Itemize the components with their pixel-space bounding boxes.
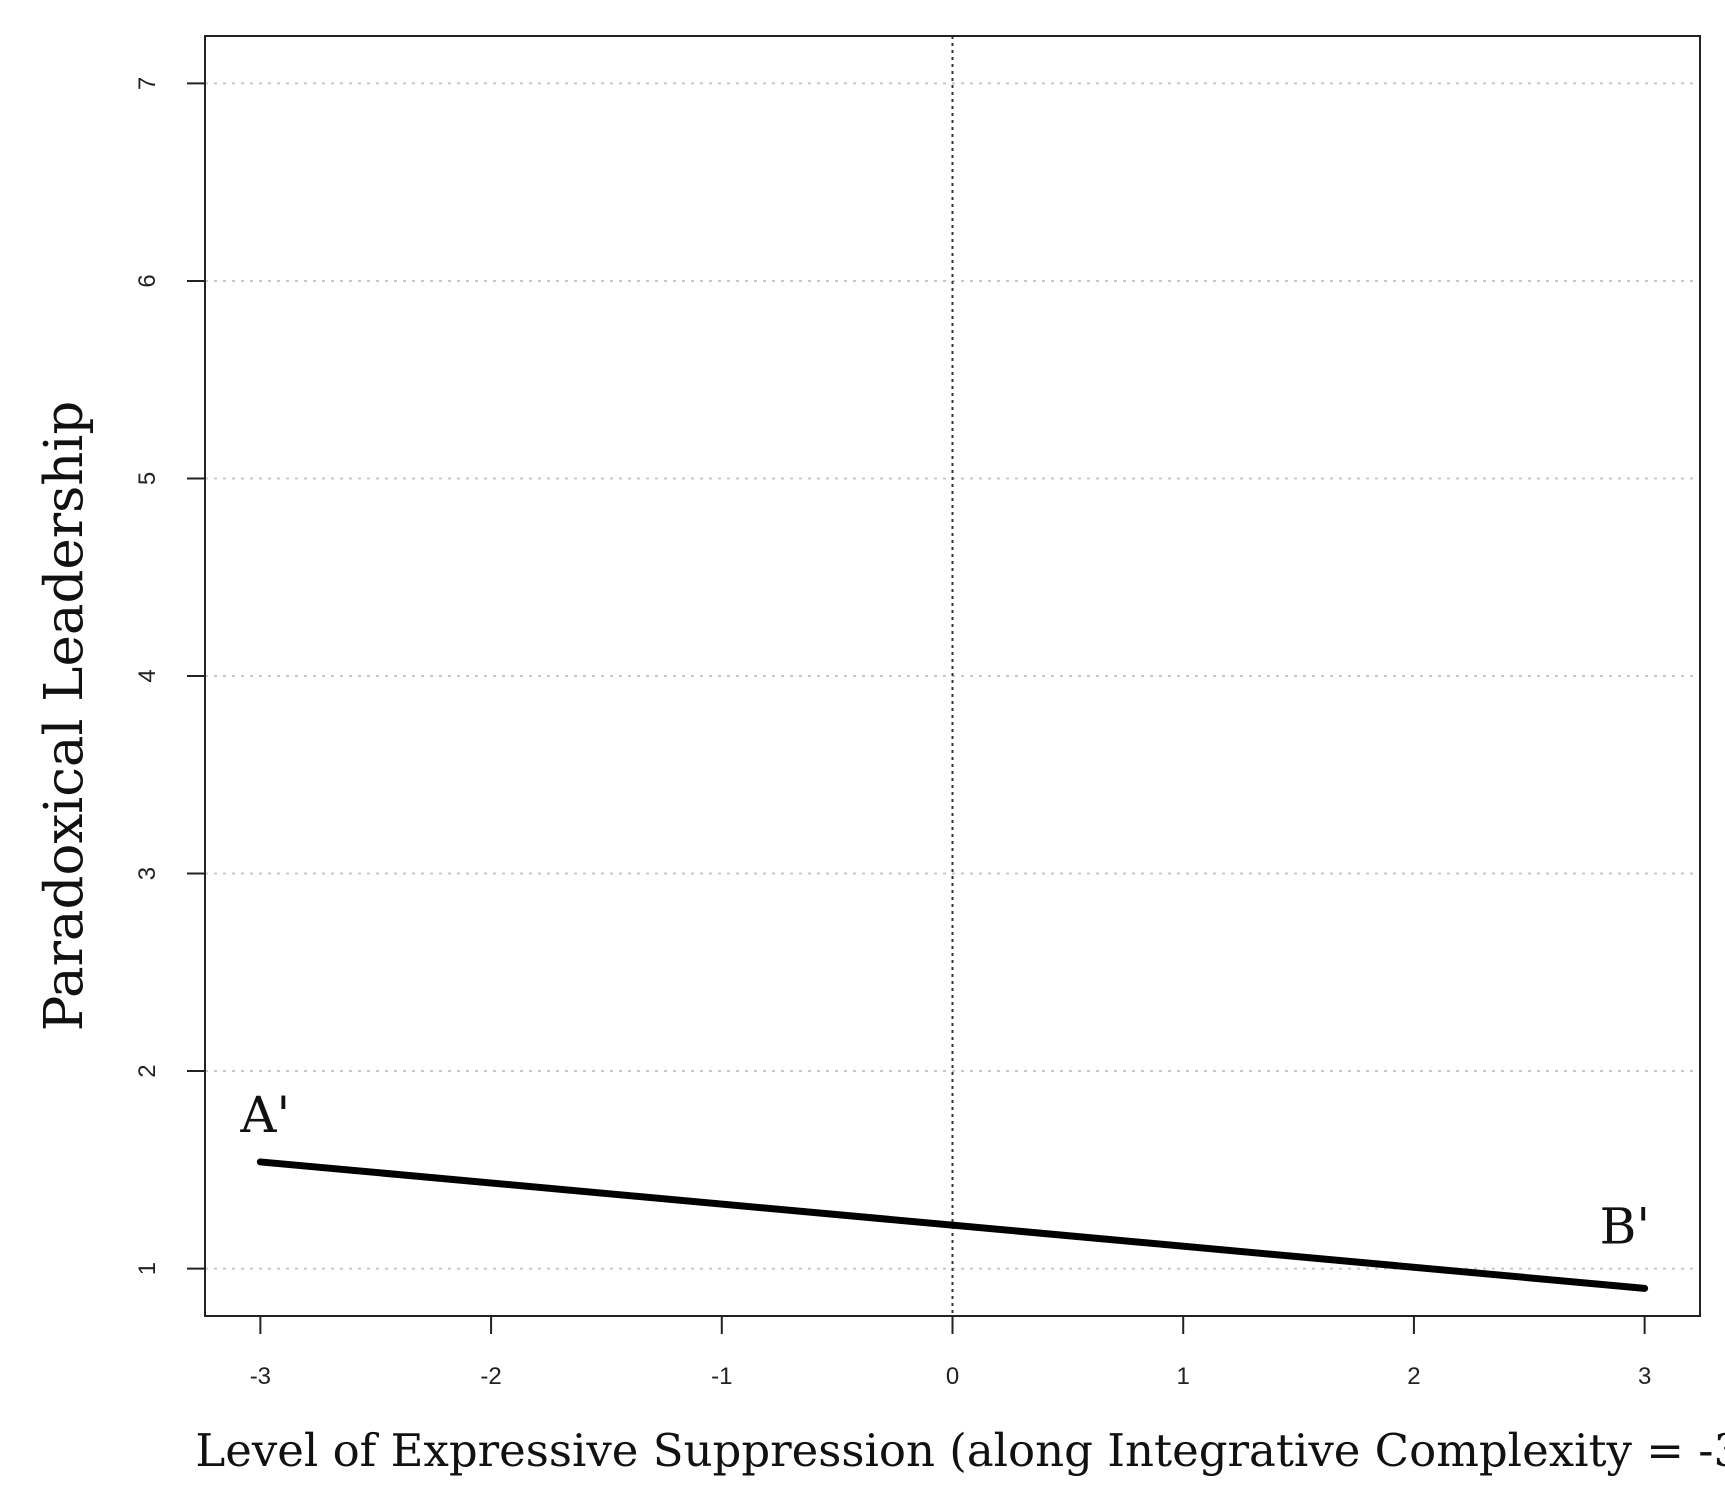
label-b-prime: B' <box>1600 1197 1651 1255</box>
point-labels: A' B' <box>239 1086 1650 1255</box>
series-layer <box>256 1158 1649 1292</box>
label-a-prime: A' <box>239 1086 290 1144</box>
y-tick-label: 4 <box>134 669 161 682</box>
x-tick-label: -1 <box>711 1363 732 1390</box>
y-tick-label: 2 <box>134 1064 161 1077</box>
x-tick-label: 2 <box>1407 1363 1420 1390</box>
x-axis-title: Level of Expressive Suppression (along I… <box>195 1424 1725 1477</box>
y-tick-label: 5 <box>134 472 161 485</box>
y-tick-label: 7 <box>134 77 161 90</box>
x-tick-label: 1 <box>1177 1363 1190 1390</box>
x-tick-label: 3 <box>1638 1363 1651 1390</box>
y-axis-title: Paradoxical Leadership <box>34 401 95 1032</box>
y-axis: 1 2 3 4 5 6 7 <box>134 77 205 1275</box>
series-line <box>256 1158 1649 1292</box>
y-tick-label: 3 <box>134 867 161 880</box>
x-tick-label: -3 <box>250 1363 271 1390</box>
y-tick-label: 6 <box>134 274 161 287</box>
x-tick-label: 0 <box>946 1363 959 1390</box>
x-axis: -3 -2 -1 0 1 2 3 <box>250 1315 1651 1390</box>
x-tick-label: -2 <box>480 1363 501 1390</box>
y-tick-label: 1 <box>134 1262 161 1275</box>
